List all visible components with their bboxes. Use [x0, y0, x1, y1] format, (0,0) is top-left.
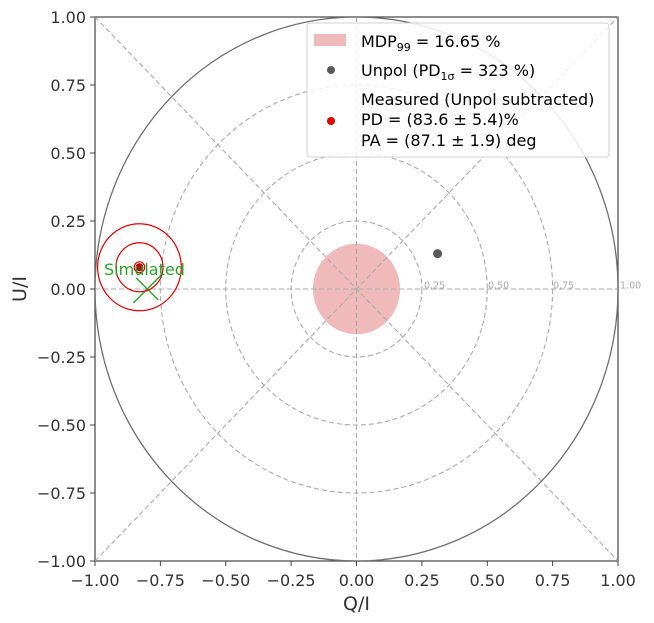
- x-tick-4: 0.00: [339, 561, 375, 590]
- ring-label-025: 0.25: [424, 281, 445, 292]
- x-tick-0: −1.00: [70, 561, 120, 590]
- svg-text:−0.50: −0.50: [37, 416, 86, 435]
- y-axis-label: U/I: [9, 276, 31, 302]
- x-tick-8: 1.00: [600, 561, 636, 590]
- legend-mdp-swatch: [314, 34, 346, 46]
- svg-text:0.00: 0.00: [50, 280, 86, 299]
- simulated-label: Simulated: [104, 260, 185, 279]
- y-tick-3: −0.25: [37, 348, 95, 367]
- y-tick-8: 1.00: [50, 8, 95, 27]
- svg-text:1.00: 1.00: [50, 8, 86, 27]
- svg-text:0.25: 0.25: [404, 571, 440, 590]
- svg-text:−0.25: −0.25: [37, 348, 86, 367]
- svg-text:−0.75: −0.75: [37, 484, 86, 503]
- legend-unpol-label: Unpol (PD1σ = 323 %): [361, 61, 535, 83]
- ring-label-050: 0.50: [488, 281, 509, 292]
- legend-measured-line-3: PA = (87.1 ± 1.9) deg: [361, 131, 537, 150]
- svg-text:−0.25: −0.25: [267, 571, 316, 590]
- x-tick-1: −0.75: [136, 561, 185, 590]
- measured-contour-3: [97, 223, 182, 312]
- y-tick-0: −1.00: [37, 552, 95, 571]
- y-tick-1: −0.75: [37, 484, 95, 503]
- legend-measured-line-2: PD = (83.6 ± 5.4)%: [361, 110, 519, 129]
- svg-text:−1.00: −1.00: [37, 552, 86, 571]
- legend-measured-line-1: Measured (Unpol subtracted): [361, 90, 594, 109]
- legend-unpol-marker: [327, 66, 335, 74]
- y-tick-5: 0.25: [50, 212, 95, 231]
- x-tick-3: −0.25: [267, 561, 316, 590]
- x-tick-7: 0.75: [535, 561, 571, 590]
- ring-075: [159, 84, 554, 494]
- y-tick-6: 0.50: [50, 144, 95, 163]
- measured-contour-2: [115, 242, 164, 293]
- unpol-point: [433, 249, 443, 259]
- ring-label-075: 0.75: [553, 281, 574, 292]
- measured-contour-1: [133, 261, 146, 274]
- svg-text:0.50: 0.50: [469, 571, 505, 590]
- y-tick-4: 0.00: [50, 280, 95, 299]
- legend-frame: [306, 22, 610, 158]
- x-axis-label: Q/I: [343, 593, 370, 615]
- x-tick-6: 0.50: [469, 561, 505, 590]
- ring-label-100: 1.00: [620, 281, 641, 292]
- svg-text:0.75: 0.75: [50, 76, 86, 95]
- legend: MDP99 = 16.65 % Unpol (PD1σ = 323 %) Mea…: [306, 22, 610, 158]
- simulated-cross-b: [135, 277, 159, 301]
- measured-point: [135, 263, 144, 272]
- svg-text:1.00: 1.00: [600, 571, 636, 590]
- y-tick-7: 0.75: [50, 76, 95, 95]
- svg-text:0.50: 0.50: [50, 144, 86, 163]
- x-tick-5: 0.25: [404, 561, 440, 590]
- svg-text:−0.75: −0.75: [136, 571, 185, 590]
- svg-text:−1.00: −1.00: [70, 571, 119, 590]
- x-tick-2: −0.50: [201, 561, 250, 590]
- legend-mdp-label: MDP99 = 16.65 %: [361, 32, 500, 54]
- svg-text:0.75: 0.75: [535, 571, 571, 590]
- svg-text:0.25: 0.25: [50, 212, 86, 231]
- y-tick-2: −0.50: [37, 416, 95, 435]
- ring-025: [290, 220, 423, 358]
- svg-text:0.00: 0.00: [339, 571, 375, 590]
- svg-text:−0.50: −0.50: [201, 571, 250, 590]
- legend-measured-marker: [327, 117, 335, 125]
